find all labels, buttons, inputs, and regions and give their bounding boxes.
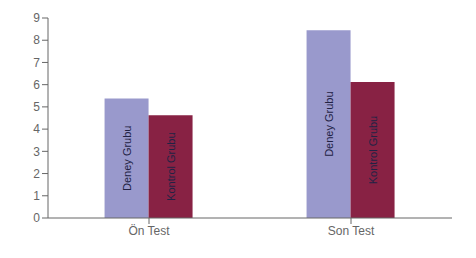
svg-text:Deney Grubu: Deney Grubu	[121, 126, 133, 191]
svg-text:5: 5	[33, 100, 40, 114]
svg-text:Son Test: Son Test	[328, 224, 375, 238]
svg-text:Deney Grubu: Deney Grubu	[323, 91, 335, 156]
svg-text:Kontrol Grubu: Kontrol Grubu	[165, 132, 177, 200]
svg-text:4: 4	[33, 122, 40, 136]
svg-text:3: 3	[33, 145, 40, 159]
svg-text:0: 0	[33, 211, 40, 225]
svg-text:7: 7	[33, 56, 40, 70]
svg-text:8: 8	[33, 33, 40, 47]
svg-text:1: 1	[33, 189, 40, 203]
svg-text:6: 6	[33, 78, 40, 92]
svg-text:9: 9	[33, 11, 40, 25]
svg-text:Kontrol Grubu: Kontrol Grubu	[367, 116, 379, 184]
svg-text:2: 2	[33, 167, 40, 181]
svg-text:Ön Test: Ön Test	[128, 224, 170, 238]
